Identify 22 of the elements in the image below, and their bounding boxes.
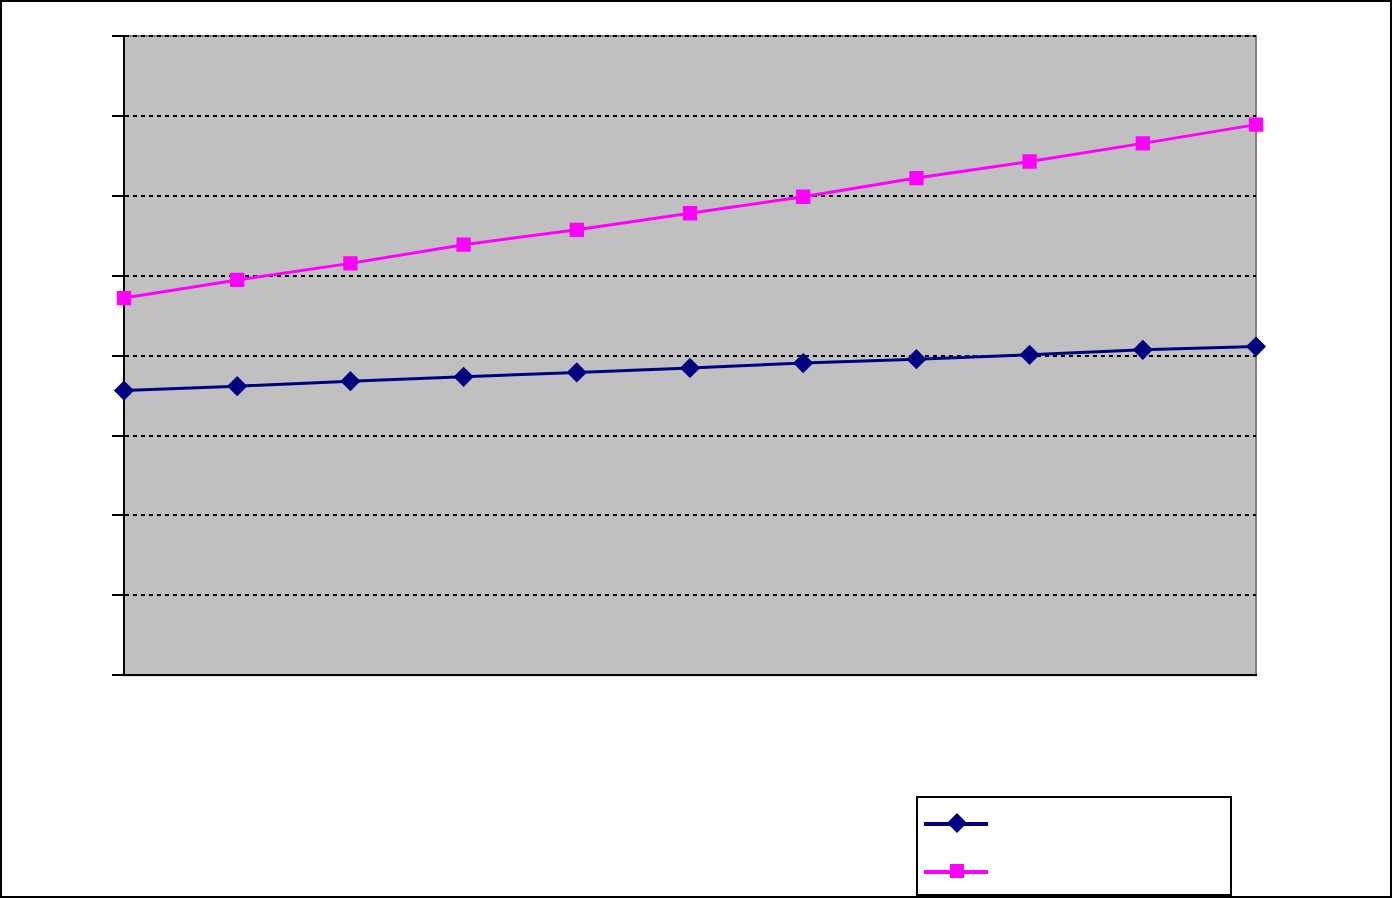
point — [456, 237, 471, 252]
point — [114, 381, 134, 401]
point — [906, 349, 926, 369]
point — [569, 222, 584, 237]
point — [227, 376, 247, 396]
point — [796, 189, 811, 204]
point — [1248, 117, 1264, 132]
point — [680, 358, 700, 378]
point — [454, 367, 474, 387]
point — [1246, 337, 1266, 357]
point — [1133, 340, 1153, 360]
point — [1022, 154, 1037, 169]
point — [343, 256, 358, 271]
point — [909, 170, 924, 186]
point — [1020, 345, 1040, 365]
point — [682, 206, 698, 221]
point — [793, 353, 813, 373]
point — [116, 290, 132, 306]
point — [230, 272, 245, 288]
point — [1135, 136, 1150, 151]
point — [567, 362, 587, 382]
point — [340, 371, 360, 391]
